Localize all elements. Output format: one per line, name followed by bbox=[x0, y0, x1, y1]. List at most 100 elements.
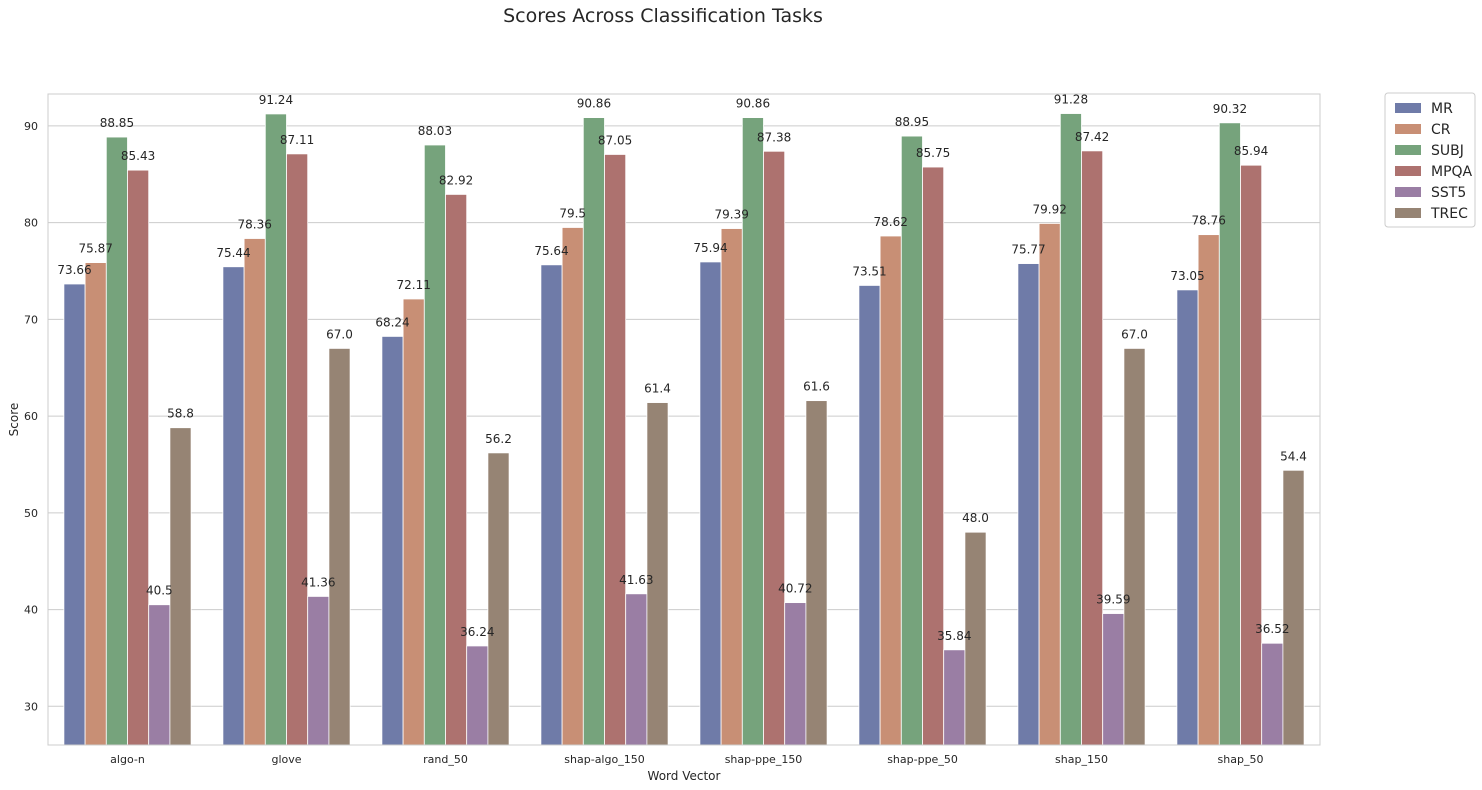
bar-trec-shap_50 bbox=[1282, 469, 1305, 746]
bar-sst5-glove bbox=[307, 596, 330, 746]
y-tick-label: 60 bbox=[24, 410, 38, 423]
data-label: 67.0 bbox=[326, 327, 353, 341]
x-tick-label: shap-algo_150 bbox=[564, 753, 644, 766]
y-tick-label: 80 bbox=[24, 217, 38, 230]
data-label: 61.6 bbox=[803, 380, 830, 394]
legend-label-cr: CR bbox=[1431, 122, 1451, 138]
data-label: 40.72 bbox=[778, 582, 812, 596]
bar-subj-rand_50 bbox=[423, 144, 446, 746]
y-tick-label: 70 bbox=[24, 313, 38, 326]
bar-mr-algo-n bbox=[63, 283, 86, 746]
data-label: 87.11 bbox=[280, 133, 314, 147]
y-tick-label: 90 bbox=[24, 120, 38, 133]
bar-subj-glove bbox=[264, 113, 287, 746]
bar-cr-algo-n bbox=[84, 262, 107, 746]
bar-mr-shap-ppe_50 bbox=[858, 285, 881, 746]
bar-cr-glove bbox=[243, 238, 266, 746]
bar-mpqa-glove bbox=[286, 153, 309, 746]
bar-cr-shap_50 bbox=[1197, 234, 1220, 746]
legend-swatch-trec bbox=[1395, 208, 1421, 218]
bar-subj-shap-algo_150 bbox=[582, 117, 605, 746]
data-label: 78.36 bbox=[238, 218, 272, 232]
bar-trec-glove bbox=[328, 348, 351, 746]
data-label: 72.11 bbox=[397, 278, 431, 292]
data-label: 87.38 bbox=[757, 130, 791, 144]
data-label: 88.95 bbox=[895, 115, 929, 129]
bar-sst5-shap_150 bbox=[1102, 613, 1125, 746]
x-tick-label: rand_50 bbox=[423, 753, 468, 766]
bar-subj-algo-n bbox=[105, 136, 128, 746]
data-label: 41.63 bbox=[619, 573, 653, 587]
bar-sst5-shap_50 bbox=[1261, 642, 1284, 746]
data-label: 87.05 bbox=[598, 133, 632, 147]
data-label: 78.76 bbox=[1192, 214, 1226, 228]
bars bbox=[63, 113, 1305, 746]
bar-sst5-shap-ppe_150 bbox=[784, 602, 807, 746]
data-label: 36.24 bbox=[460, 625, 494, 639]
y-tick-label: 40 bbox=[24, 604, 38, 617]
x-tick-label: shap-ppe_50 bbox=[887, 753, 958, 766]
legend-swatch-sst5 bbox=[1395, 187, 1421, 197]
legend-label-mpqa: MPQA bbox=[1431, 164, 1473, 180]
bar-cr-shap-ppe_150 bbox=[720, 228, 743, 746]
legend-swatch-cr bbox=[1395, 124, 1421, 134]
x-tick-label: algo-n bbox=[110, 753, 145, 766]
y-axis-label: Score bbox=[7, 403, 21, 437]
data-label: 54.4 bbox=[1280, 449, 1307, 463]
data-label: 88.85 bbox=[100, 116, 134, 130]
data-label: 73.51 bbox=[852, 264, 886, 278]
data-label: 56.2 bbox=[485, 432, 512, 446]
data-label: 40.5 bbox=[146, 584, 173, 598]
legend-swatch-mpqa bbox=[1395, 166, 1421, 176]
x-tick-label: shap-ppe_150 bbox=[725, 753, 803, 766]
data-label: 88.03 bbox=[418, 124, 452, 138]
bar-trec-shap_150 bbox=[1123, 348, 1146, 746]
data-label: 90.86 bbox=[736, 97, 770, 111]
data-label: 79.92 bbox=[1033, 202, 1067, 216]
bar-mr-shap_50 bbox=[1176, 289, 1199, 746]
legend-swatch-mr bbox=[1395, 103, 1421, 113]
bar-cr-rand_50 bbox=[402, 298, 425, 746]
data-label: 87.42 bbox=[1075, 130, 1109, 144]
bar-mpqa-shap-ppe_150 bbox=[763, 150, 786, 746]
data-label: 75.44 bbox=[216, 246, 250, 260]
bar-trec-algo-n bbox=[169, 427, 192, 746]
data-label: 36.52 bbox=[1255, 622, 1289, 636]
bar-cr-shap-algo_150 bbox=[561, 227, 584, 746]
data-label: 90.32 bbox=[1213, 102, 1247, 116]
data-labels: 73.66 75.87 88.85 85.43 40.5 58.8 75.44 78.36 91… bbox=[57, 93, 1307, 643]
bar-trec-shap-ppe_150 bbox=[805, 400, 828, 746]
chart-title: Scores Across Classification Tasks bbox=[503, 5, 823, 27]
data-label: 91.24 bbox=[259, 93, 293, 107]
data-label: 73.66 bbox=[57, 263, 91, 277]
x-axis-label: Word Vector bbox=[648, 769, 721, 783]
data-label: 75.94 bbox=[693, 241, 727, 255]
y-tick-label: 30 bbox=[24, 700, 38, 713]
bar-mpqa-shap-ppe_50 bbox=[922, 166, 945, 746]
x-axis-ticks: algo-n glove rand_50 shap-algo_150 shap-ppe_… bbox=[110, 753, 1263, 766]
data-label: 75.64 bbox=[534, 244, 568, 258]
data-label: 82.92 bbox=[439, 173, 473, 187]
data-label: 85.75 bbox=[916, 146, 950, 160]
data-label: 48.0 bbox=[962, 511, 989, 525]
legend-label-subj: SUBJ bbox=[1431, 143, 1464, 159]
bar-mr-shap_150 bbox=[1017, 263, 1040, 746]
data-label: 91.28 bbox=[1054, 93, 1088, 107]
data-label: 85.94 bbox=[1234, 144, 1268, 158]
legend-label-mr: MR bbox=[1431, 101, 1453, 117]
bar-sst5-rand_50 bbox=[466, 645, 489, 746]
y-tick-label: 50 bbox=[24, 507, 38, 520]
data-label: 35.84 bbox=[937, 629, 971, 643]
bar-sst5-shap-ppe_50 bbox=[943, 649, 966, 746]
y-axis-ticks: 30 40 50 60 70 80 90 bbox=[24, 120, 38, 713]
bar-cr-shap-ppe_50 bbox=[879, 235, 902, 746]
x-tick-label: glove bbox=[271, 753, 301, 766]
data-label: 75.87 bbox=[79, 242, 113, 256]
data-label: 79.5 bbox=[559, 206, 586, 220]
x-tick-label: shap_150 bbox=[1055, 753, 1108, 766]
legend: MR CR SUBJ MPQA SST5 TREC bbox=[1384, 92, 1476, 228]
data-label: 41.36 bbox=[301, 575, 335, 589]
data-label: 85.43 bbox=[121, 149, 155, 163]
